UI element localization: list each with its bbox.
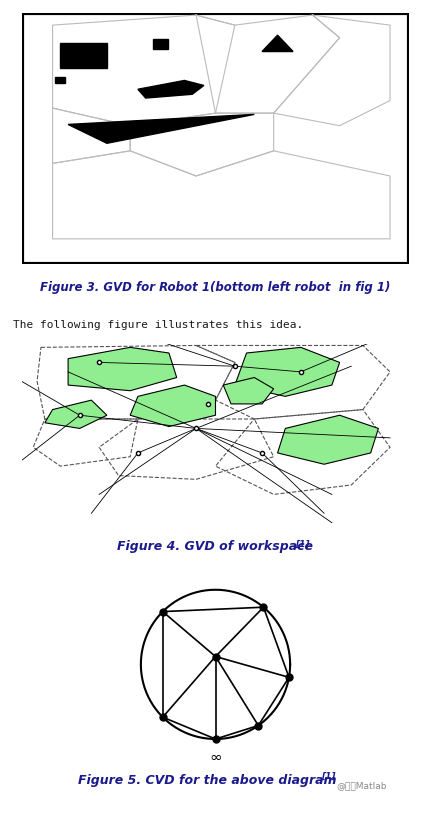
Polygon shape [234,348,339,396]
Polygon shape [277,416,378,464]
Text: [1]: [1] [295,541,309,550]
Polygon shape [68,114,254,143]
Text: Figure 5. CVD for the above diagram: Figure 5. CVD for the above diagram [77,774,335,787]
Polygon shape [261,35,292,51]
Text: [1]: [1] [320,771,335,780]
Polygon shape [130,385,215,427]
Text: @天天Matlab: @天天Matlab [335,781,386,789]
Text: $\infty$: $\infty$ [209,749,221,763]
Polygon shape [138,80,203,98]
Polygon shape [223,378,273,404]
Polygon shape [45,401,107,428]
Bar [60,43,107,68]
Text: The following figure illustrates this idea.: The following figure illustrates this id… [13,320,302,329]
Bar [54,77,65,83]
Bar [153,39,168,49]
Text: Figure 3. GVD for Robot 1(bottom left robot  in fig 1): Figure 3. GVD for Robot 1(bottom left ro… [40,281,390,293]
Text: Figure 4. GVD of workspace: Figure 4. GVD of workspace [117,540,313,553]
Polygon shape [68,348,176,391]
